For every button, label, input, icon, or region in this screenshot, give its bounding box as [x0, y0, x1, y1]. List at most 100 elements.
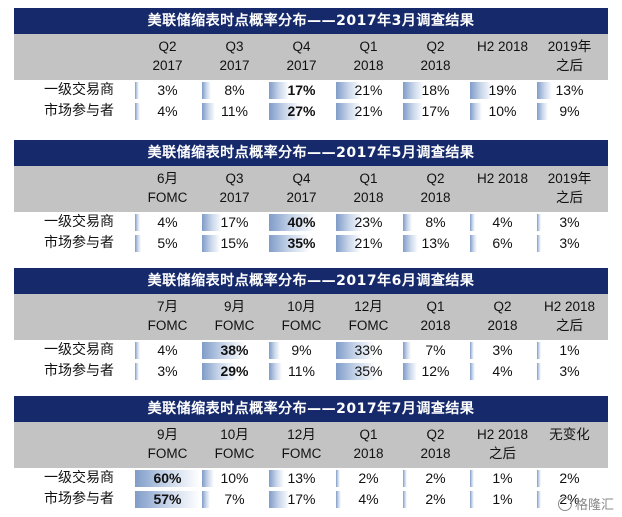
- data-bar: [403, 342, 412, 359]
- data-bar: [336, 103, 361, 120]
- data-value: 12%: [421, 363, 450, 379]
- data-bar: [403, 103, 423, 120]
- data-bar: [336, 342, 375, 359]
- row-label: 一级交易商: [44, 470, 114, 486]
- data-value: 1%: [492, 491, 513, 507]
- column-header: 10月 FOMC: [268, 297, 335, 335]
- data-cell: 13%: [537, 82, 602, 99]
- data-cell: 35%: [269, 235, 334, 252]
- data-cell: 57%: [135, 491, 200, 508]
- data-bar: [135, 363, 139, 380]
- data-value: 19%: [488, 82, 517, 98]
- data-bar: [135, 82, 139, 99]
- data-cell: 10%: [470, 103, 535, 120]
- data-cell: 4%: [336, 491, 401, 508]
- column-header-line: H2 2018: [476, 427, 529, 442]
- data-bar: [470, 103, 482, 120]
- column-header-line: [469, 56, 536, 75]
- column-header-row: 9月 FOMC 10月 FOMC 12月 FOMC Q1 2018 Q2 2018 H2 2018 之…: [14, 422, 608, 468]
- data-cell: 17%: [202, 214, 267, 231]
- data-cell: 9%: [537, 103, 602, 120]
- column-header-line: Q1: [359, 39, 378, 54]
- column-header-line: 12月: [287, 427, 316, 442]
- data-cell: 15%: [202, 235, 267, 252]
- column-header-line: 2018: [487, 318, 518, 333]
- column-header: Q2 2017: [134, 37, 201, 75]
- data-cell: 1%: [537, 342, 602, 359]
- data-cell: 21%: [336, 235, 401, 252]
- data-value: 3%: [559, 363, 580, 379]
- column-header-line: 9月: [223, 299, 245, 314]
- watermark: 格隆汇: [557, 494, 614, 513]
- data-bar: [470, 235, 478, 252]
- data-bar: [336, 214, 363, 231]
- data-bar: [269, 363, 282, 380]
- data-cell: 4%: [470, 363, 535, 380]
- section-title: 美联储缩表时点概率分布——2017年3月调查结果: [14, 8, 608, 34]
- column-header: Q1 2018: [402, 297, 469, 335]
- data-cell: 4%: [135, 342, 200, 359]
- data-bar: [537, 363, 541, 380]
- row-label: 市场参与者: [44, 491, 114, 507]
- data-value: 27%: [287, 103, 316, 119]
- column-header: Q1 2018: [335, 37, 402, 75]
- data-value: 2%: [425, 491, 446, 507]
- survey-section: 美联储缩表时点概率分布——2017年3月调查结果 Q2 2017 Q3 2017 Q4 20…: [14, 8, 608, 122]
- column-header-line: Q2: [158, 39, 177, 54]
- data-cell: 6%: [470, 235, 535, 252]
- table-row: 一级交易商 3% 8% 17% 21% 18% 19% 13%: [14, 80, 608, 101]
- data-cell: 4%: [135, 214, 200, 231]
- column-header-line: 2018: [420, 58, 451, 73]
- data-value: 4%: [157, 214, 178, 230]
- table-row: 市场参与者 4% 11% 27% 21% 17% 10% 9%: [14, 101, 608, 122]
- column-header-line: 2018: [420, 446, 451, 461]
- row-label: 一级交易商: [44, 214, 114, 230]
- column-header-line: 2017: [219, 58, 250, 73]
- watermark-text: 格隆汇: [574, 498, 614, 513]
- data-value: 4%: [492, 214, 513, 230]
- row-label: 一级交易商: [44, 82, 114, 98]
- data-bar: [537, 214, 541, 231]
- data-cell: 17%: [269, 82, 334, 99]
- column-header: H2 2018 之后: [536, 297, 603, 335]
- row-label: 市场参与者: [44, 235, 114, 251]
- table-row: 一级交易商 4% 17% 40% 23% 8% 4% 3%: [14, 212, 608, 233]
- column-header-line: 10月: [220, 427, 249, 442]
- column-header-line: [536, 444, 603, 463]
- data-cell: 3%: [537, 363, 602, 380]
- data-value: 3%: [559, 214, 580, 230]
- data-value: 9%: [291, 342, 312, 358]
- data-value: 17%: [287, 82, 316, 98]
- data-cell: 8%: [202, 82, 267, 99]
- data-cell: 17%: [403, 103, 468, 120]
- data-value: 3%: [157, 363, 178, 379]
- data-cell: 21%: [336, 103, 401, 120]
- data-bar: [336, 82, 361, 99]
- data-value: 6%: [492, 235, 513, 251]
- data-cell: 2%: [403, 470, 468, 487]
- column-header-line: 2018: [420, 318, 451, 333]
- column-header-line: 2018: [353, 446, 384, 461]
- column-header-line: FOMC: [147, 190, 188, 205]
- data-cell: 3%: [470, 342, 535, 359]
- column-header-line: 之后: [556, 190, 583, 205]
- data-bar: [470, 491, 474, 508]
- data-bar: [403, 363, 418, 380]
- table-row: 市场参与者 3% 29% 11% 35% 12% 4% 3%: [14, 361, 608, 382]
- column-header: 6月 FOMC: [134, 169, 201, 207]
- column-header-line: 2018: [353, 58, 384, 73]
- column-header-line: Q3: [225, 39, 244, 54]
- data-cell: 21%: [336, 82, 401, 99]
- data-cell: 2%: [403, 491, 468, 508]
- column-header: Q1 2018: [335, 169, 402, 207]
- data-bar: [403, 491, 407, 508]
- column-header: 无变化: [536, 425, 603, 463]
- data-cell: 3%: [537, 235, 602, 252]
- column-header: 2019年 之后: [536, 37, 603, 75]
- column-header: Q2 2018: [402, 169, 469, 207]
- data-value: 3%: [492, 342, 513, 358]
- data-bar: [336, 363, 377, 380]
- data-cell: 2%: [537, 470, 602, 487]
- data-bar: [202, 363, 236, 380]
- data-cell: 38%: [202, 342, 267, 359]
